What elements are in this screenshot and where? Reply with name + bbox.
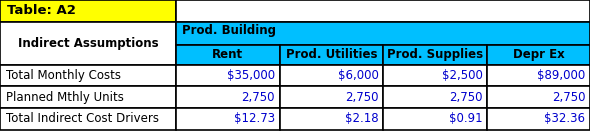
Bar bbox=[384, 65, 487, 86]
Bar bbox=[487, 86, 590, 108]
Bar bbox=[0, 0, 176, 22]
Bar bbox=[280, 86, 384, 108]
Text: $2.18: $2.18 bbox=[345, 112, 379, 125]
Text: $35,000: $35,000 bbox=[227, 69, 275, 82]
Text: Depr Ex: Depr Ex bbox=[513, 48, 565, 61]
Text: Total Monthly Costs: Total Monthly Costs bbox=[6, 69, 121, 82]
Bar bbox=[0, 22, 176, 65]
Text: Rent: Rent bbox=[212, 48, 243, 61]
Text: $6,000: $6,000 bbox=[338, 69, 379, 82]
Bar bbox=[280, 65, 384, 86]
Bar bbox=[176, 22, 590, 45]
Text: $12.73: $12.73 bbox=[234, 112, 275, 125]
Bar bbox=[0, 108, 176, 130]
Bar bbox=[176, 45, 280, 65]
Text: Planned Mthly Units: Planned Mthly Units bbox=[6, 91, 124, 104]
Bar bbox=[176, 65, 280, 86]
Text: $32.36: $32.36 bbox=[545, 112, 585, 125]
Text: Prod. Supplies: Prod. Supplies bbox=[388, 48, 483, 61]
Text: $0.91: $0.91 bbox=[449, 112, 483, 125]
Text: $2,500: $2,500 bbox=[442, 69, 483, 82]
Bar bbox=[384, 45, 487, 65]
Text: Table: A2: Table: A2 bbox=[7, 4, 76, 17]
Bar bbox=[487, 65, 590, 86]
Bar bbox=[176, 86, 280, 108]
Text: Total Indirect Cost Drivers: Total Indirect Cost Drivers bbox=[6, 112, 159, 125]
Bar bbox=[280, 45, 384, 65]
Bar bbox=[487, 45, 590, 65]
Bar bbox=[176, 0, 590, 22]
Text: Prod. Building: Prod. Building bbox=[182, 24, 276, 37]
Bar bbox=[384, 86, 487, 108]
Text: 2,750: 2,750 bbox=[552, 91, 585, 104]
Bar bbox=[384, 108, 487, 130]
Bar bbox=[0, 86, 176, 108]
Bar bbox=[280, 108, 384, 130]
Text: 2,750: 2,750 bbox=[241, 91, 275, 104]
Text: 2,750: 2,750 bbox=[449, 91, 483, 104]
Bar bbox=[0, 65, 176, 86]
Bar bbox=[487, 108, 590, 130]
Text: 2,750: 2,750 bbox=[345, 91, 379, 104]
Text: Prod. Utilities: Prod. Utilities bbox=[286, 48, 378, 61]
Bar bbox=[176, 108, 280, 130]
Text: Indirect Assumptions: Indirect Assumptions bbox=[18, 37, 158, 50]
Text: $89,000: $89,000 bbox=[537, 69, 585, 82]
